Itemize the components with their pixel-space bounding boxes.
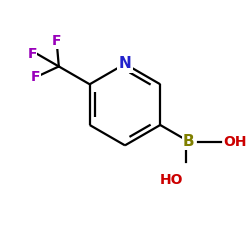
- Text: B: B: [183, 134, 195, 149]
- Text: N: N: [118, 56, 131, 72]
- Text: F: F: [31, 70, 40, 84]
- Text: OH: OH: [223, 134, 247, 148]
- Text: F: F: [52, 34, 61, 48]
- Text: F: F: [27, 47, 37, 61]
- Text: HO: HO: [159, 173, 183, 187]
